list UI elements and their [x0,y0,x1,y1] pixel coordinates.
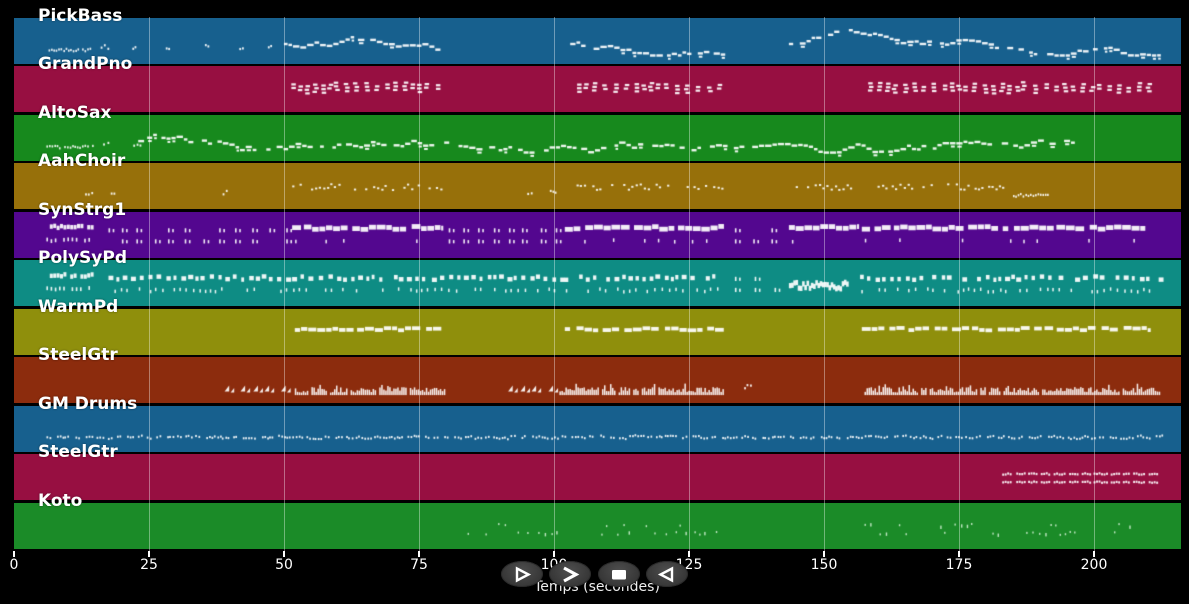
axis-tick-label: 175 [945,557,973,573]
stop-button[interactable] [598,561,640,587]
track-name-label: SynStrg1 [38,199,127,220]
track-name-label: SteelGtr [38,345,118,366]
track-name-label: AltoSax [38,102,112,123]
axis-tick-mark [148,551,150,557]
axis-tick-mark [958,551,960,557]
axis-tick-mark [13,551,15,557]
axis-tick-label: 50 [275,557,293,573]
note-events-canvas [14,17,1181,551]
play-icon [511,566,533,583]
rewind-icon [656,566,678,583]
play-button[interactable] [501,561,543,587]
fast-forward-button[interactable] [549,561,591,587]
stop-icon [608,566,630,583]
rewind-button[interactable] [646,561,688,587]
track-name-label: GrandPno [38,54,133,75]
track-name-label: PickBass [38,5,123,26]
axis-tick-label: 200 [1080,557,1108,573]
axis-tick-mark [418,551,420,557]
axis-tick-label: 0 [9,557,19,573]
axis-tick-mark [1093,551,1095,557]
track-name-label: GM Drums [38,393,138,414]
track-name-label: SteelGtr [38,442,118,463]
fast-forward-icon [559,566,581,583]
axis-tick-label: 75 [410,557,428,573]
track-name-label: PolySyPd [38,248,128,269]
axis-tick-mark [823,551,825,557]
axis-tick-mark [283,551,285,557]
track-name-label: WarmPd [38,296,119,317]
axis-tick-label: 25 [140,557,158,573]
axis-tick-label: 150 [810,557,838,573]
axis-tick-mark [553,551,555,557]
track-name-label: AahChoir [38,151,126,172]
track-name-label: Koto [38,491,83,511]
axis-tick-mark [688,551,690,557]
